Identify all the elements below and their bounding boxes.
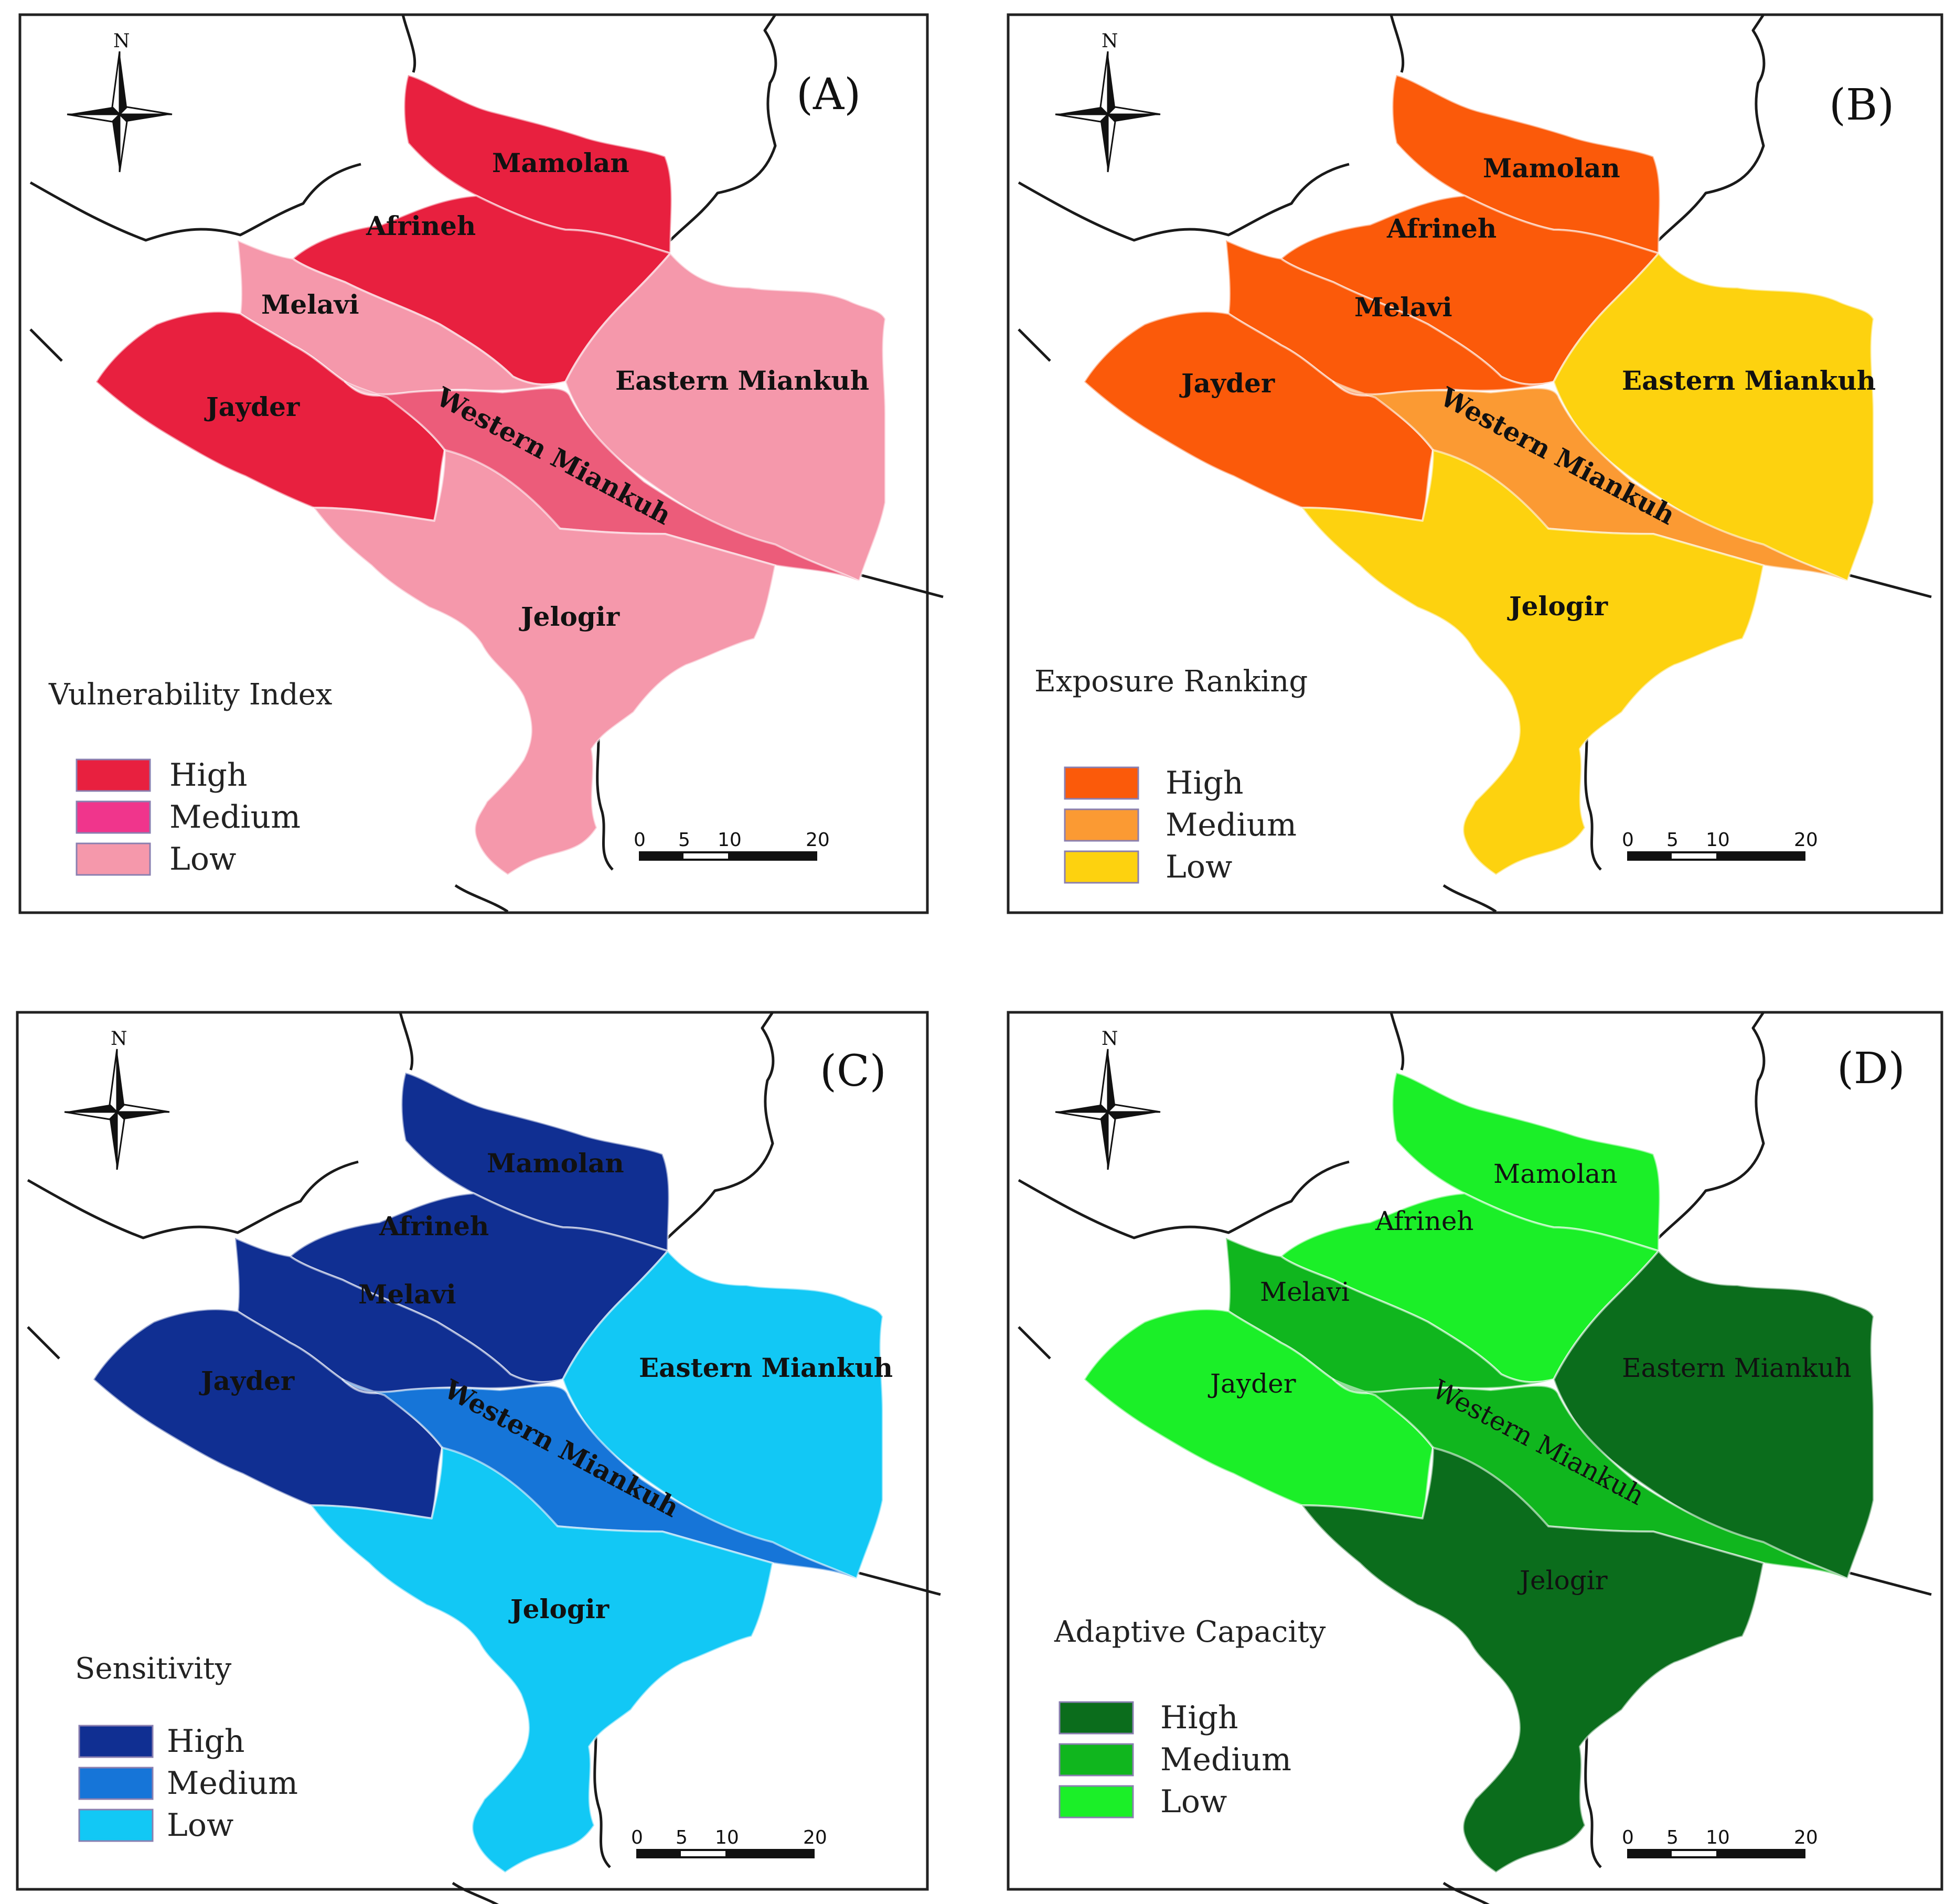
label-melavi: Melavi: [358, 1279, 456, 1310]
scale-bar: [1627, 851, 1805, 861]
label-jelogir: Jelogir: [519, 601, 620, 632]
legend-swatch-medium: [76, 800, 151, 834]
scale-tick-5: 5: [676, 1827, 688, 1848]
label-melavi: Melavi: [1354, 292, 1452, 323]
region-eastern: [1553, 252, 1875, 582]
legend-label-medium: Medium: [1166, 807, 1297, 843]
region-eastern: [562, 1250, 884, 1580]
region-jelogir: [1301, 1447, 1765, 1874]
legend-swatch-high: [78, 1725, 154, 1758]
label-mamolan: Mamolan: [1493, 1159, 1618, 1189]
scale-tick-20: 20: [1794, 829, 1818, 851]
label-jayder: Jayder: [1207, 1368, 1296, 1399]
scale-tick-10: 10: [1706, 829, 1730, 851]
legend-swatch-medium: [1064, 808, 1139, 842]
north-label: N: [1102, 1028, 1118, 1050]
label-melavi: Melavi: [1260, 1277, 1350, 1307]
label-jelogir: Jelogir: [508, 1593, 610, 1624]
label-afrineh: Afrineh: [1386, 213, 1497, 244]
north-arrow-icon: [64, 1049, 170, 1170]
scale-tick-10: 10: [1706, 1827, 1730, 1848]
label-melavi: Melavi: [261, 289, 359, 320]
north-arrow-icon: [67, 51, 173, 173]
north-label: N: [113, 30, 130, 52]
scale-tick-5: 5: [1666, 829, 1679, 851]
panel-b: N (B) Mamolan Afrineh Melavi Jayder East…: [1007, 13, 1943, 914]
legend-swatch-high: [76, 758, 151, 792]
legend-label-medium: Medium: [167, 1765, 298, 1802]
label-eastern: Eastern Miankuh: [615, 365, 869, 396]
legend-title: Sensitivity: [75, 1652, 232, 1686]
label-afrineh: Afrineh: [1375, 1206, 1474, 1236]
label-mamolan: Mamolan: [487, 1148, 624, 1179]
scale-tick-20: 20: [803, 1827, 827, 1848]
label-afrineh: Afrineh: [379, 1211, 489, 1242]
legend-swatch-low: [1064, 850, 1139, 884]
label-mamolan: Mamolan: [492, 147, 629, 178]
scale-tick-0: 0: [1622, 1827, 1634, 1848]
panel-c: N (C) Mamolan Afrineh Melavi Jayder East…: [16, 1011, 941, 1904]
label-eastern: Eastern Miankuh: [1622, 1353, 1852, 1383]
scale-tick-10: 10: [715, 1827, 739, 1848]
legend-swatch-low: [78, 1809, 154, 1842]
panel-letter: (B): [1829, 80, 1894, 130]
scale-tick-20: 20: [1794, 1827, 1818, 1848]
legend-label-medium: Medium: [1160, 1741, 1291, 1778]
legend-swatch-low: [1059, 1785, 1134, 1819]
panel-letter: (D): [1837, 1044, 1905, 1094]
panel-letter: (A): [796, 70, 861, 120]
scale-tick-0: 0: [634, 829, 646, 851]
scale-tick-10: 10: [718, 829, 742, 851]
legend-swatch-high: [1064, 766, 1139, 800]
legend-label-high: High: [169, 757, 248, 794]
legend-swatch-low: [76, 842, 151, 876]
legend-swatch-high: [1059, 1701, 1134, 1735]
label-eastern: Eastern Miankuh: [639, 1352, 893, 1383]
legend-swatch-medium: [78, 1767, 154, 1800]
region-eastern: [1553, 1250, 1875, 1580]
scale-bar: [1627, 1849, 1805, 1858]
legend-label-low: Low: [167, 1807, 233, 1844]
legend-label-medium: Medium: [169, 799, 301, 836]
panel-letter: (C): [820, 1046, 886, 1096]
label-mamolan: Mamolan: [1483, 153, 1620, 184]
panel-a: N (A) Mamolan Afrineh Melavi Jayder East…: [18, 13, 944, 914]
north-arrow-icon: [1055, 1049, 1161, 1170]
scale-tick-5: 5: [1666, 1827, 1679, 1848]
region-eastern: [564, 252, 887, 582]
legend-label-low: Low: [1166, 849, 1232, 885]
north-label: N: [111, 1028, 127, 1050]
legend-label-low: Low: [1160, 1783, 1227, 1820]
legend-label-high: High: [1166, 765, 1244, 801]
legend-label-high: High: [167, 1723, 245, 1760]
scale-tick-20: 20: [806, 829, 830, 851]
region-jelogir: [313, 449, 776, 876]
region-jelogir: [310, 1447, 774, 1874]
label-afrineh: Afrineh: [366, 210, 476, 241]
legend-label-low: Low: [169, 841, 236, 878]
panel-d: N (D) Mamolan Afrineh Melavi Jayder East…: [1007, 1011, 1943, 1904]
label-jayder: Jayder: [204, 391, 300, 422]
legend-title: Vulnerability Index: [48, 678, 332, 712]
north-arrow-icon: [1055, 51, 1161, 173]
region-jelogir: [1301, 449, 1765, 876]
scale-tick-5: 5: [678, 829, 690, 851]
legend-title: Adaptive Capacity: [1054, 1615, 1326, 1649]
label-jayder: Jayder: [199, 1365, 295, 1396]
legend-label-high: High: [1160, 1699, 1238, 1736]
scale-tick-0: 0: [1622, 829, 1634, 851]
scale-tick-0: 0: [631, 1827, 643, 1848]
legend-title: Exposure Ranking: [1034, 665, 1308, 699]
legend-swatch-medium: [1059, 1743, 1134, 1777]
scale-bar: [636, 1849, 815, 1858]
label-jelogir: Jelogir: [1517, 1565, 1608, 1596]
label-jelogir: Jelogir: [1507, 591, 1608, 622]
north-label: N: [1102, 30, 1118, 52]
scale-bar: [639, 851, 817, 861]
label-eastern: Eastern Miankuh: [1622, 365, 1876, 396]
label-jayder: Jayder: [1179, 368, 1275, 399]
